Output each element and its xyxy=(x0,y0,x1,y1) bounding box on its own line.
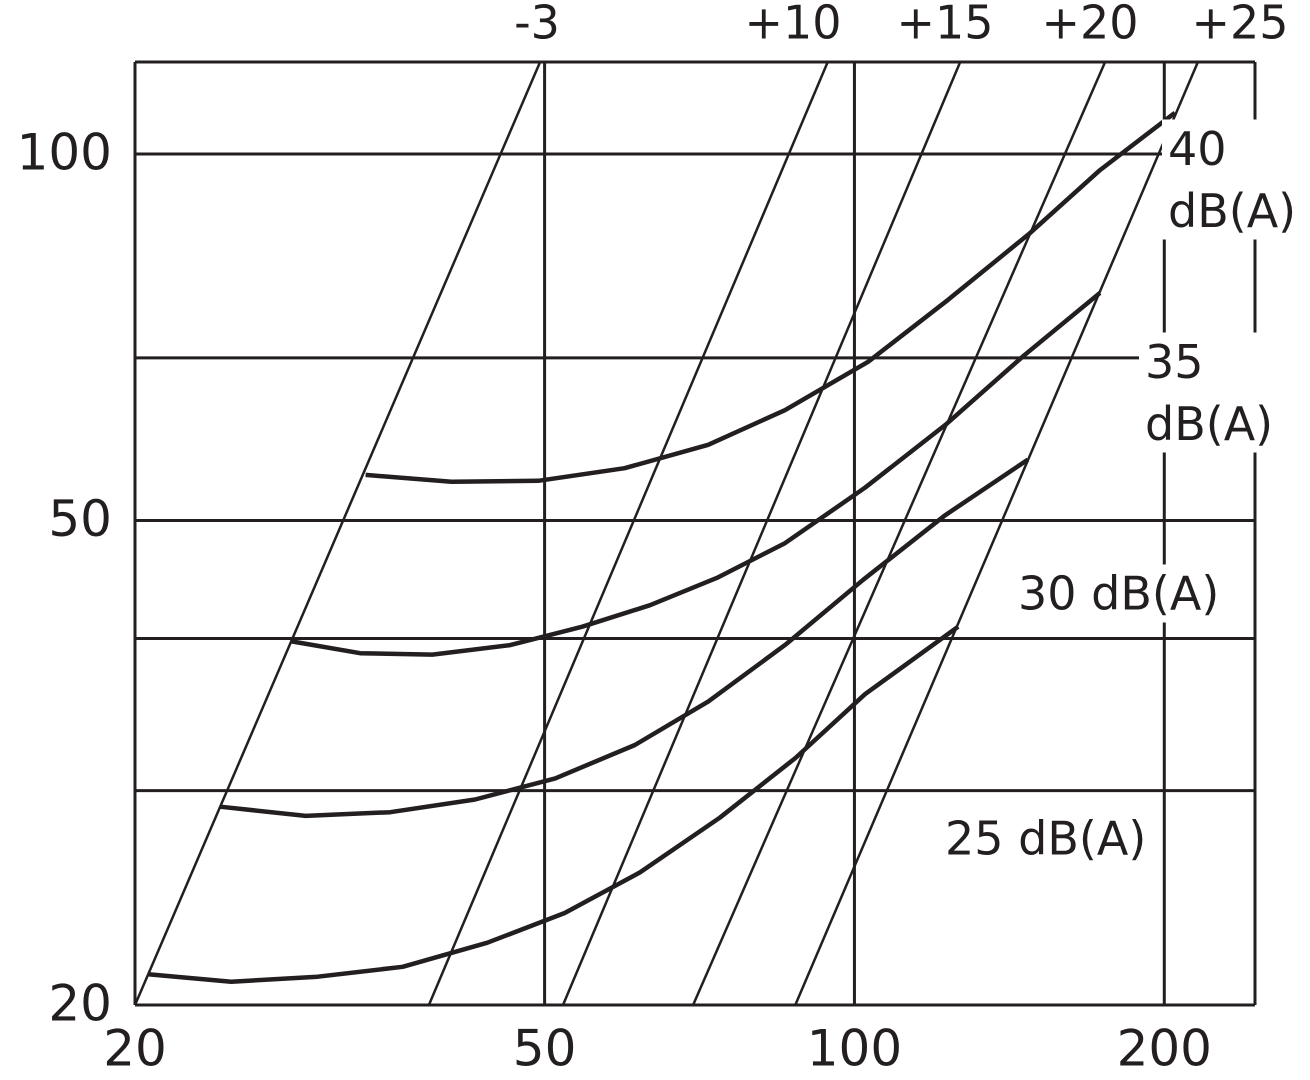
label-background xyxy=(1012,564,1224,623)
curve xyxy=(365,111,1177,485)
x-tick-label: 100 xyxy=(807,1020,902,1078)
grid xyxy=(133,60,1257,1007)
x-tick-label: 20 xyxy=(103,1020,167,1078)
diagonal-label: +25 xyxy=(1191,0,1288,50)
labels: 20 50 100 20 50 100 200 -3 +10 +15 +20 +25 40 dB(A) 3… xyxy=(17,0,1301,1078)
diagonal-label: +20 xyxy=(1041,0,1138,50)
diagonal-line xyxy=(427,62,829,1005)
plot-area xyxy=(135,62,1200,1005)
x-tick-label: 50 xyxy=(513,1020,577,1078)
label-background xyxy=(1162,119,1301,240)
diagonal-label: +10 xyxy=(744,0,841,50)
y-tick-label: 50 xyxy=(48,490,112,548)
label-background xyxy=(939,809,1151,868)
curve-label: 40 dB(A) xyxy=(1168,122,1296,238)
diagonal-line xyxy=(691,62,1107,1005)
diagonal-line xyxy=(135,62,542,1005)
curve-label: 25 dB(A) xyxy=(945,812,1146,866)
curve xyxy=(219,457,1030,819)
diagonal-label: -3 xyxy=(514,0,560,50)
x-tick-label: 200 xyxy=(1117,1020,1212,1078)
curve xyxy=(147,624,960,984)
diagonal-line xyxy=(794,62,1200,1005)
curve xyxy=(289,291,1102,657)
y-tick-label: 20 xyxy=(48,975,112,1033)
diagonal-label: +15 xyxy=(896,0,993,50)
curve-label: 30 dB(A) xyxy=(1018,567,1219,621)
diagonal-line xyxy=(561,62,962,1005)
label-background xyxy=(1139,332,1278,453)
curve-label: 35 dB(A) xyxy=(1145,335,1273,451)
y-tick-label: 100 xyxy=(17,123,112,181)
